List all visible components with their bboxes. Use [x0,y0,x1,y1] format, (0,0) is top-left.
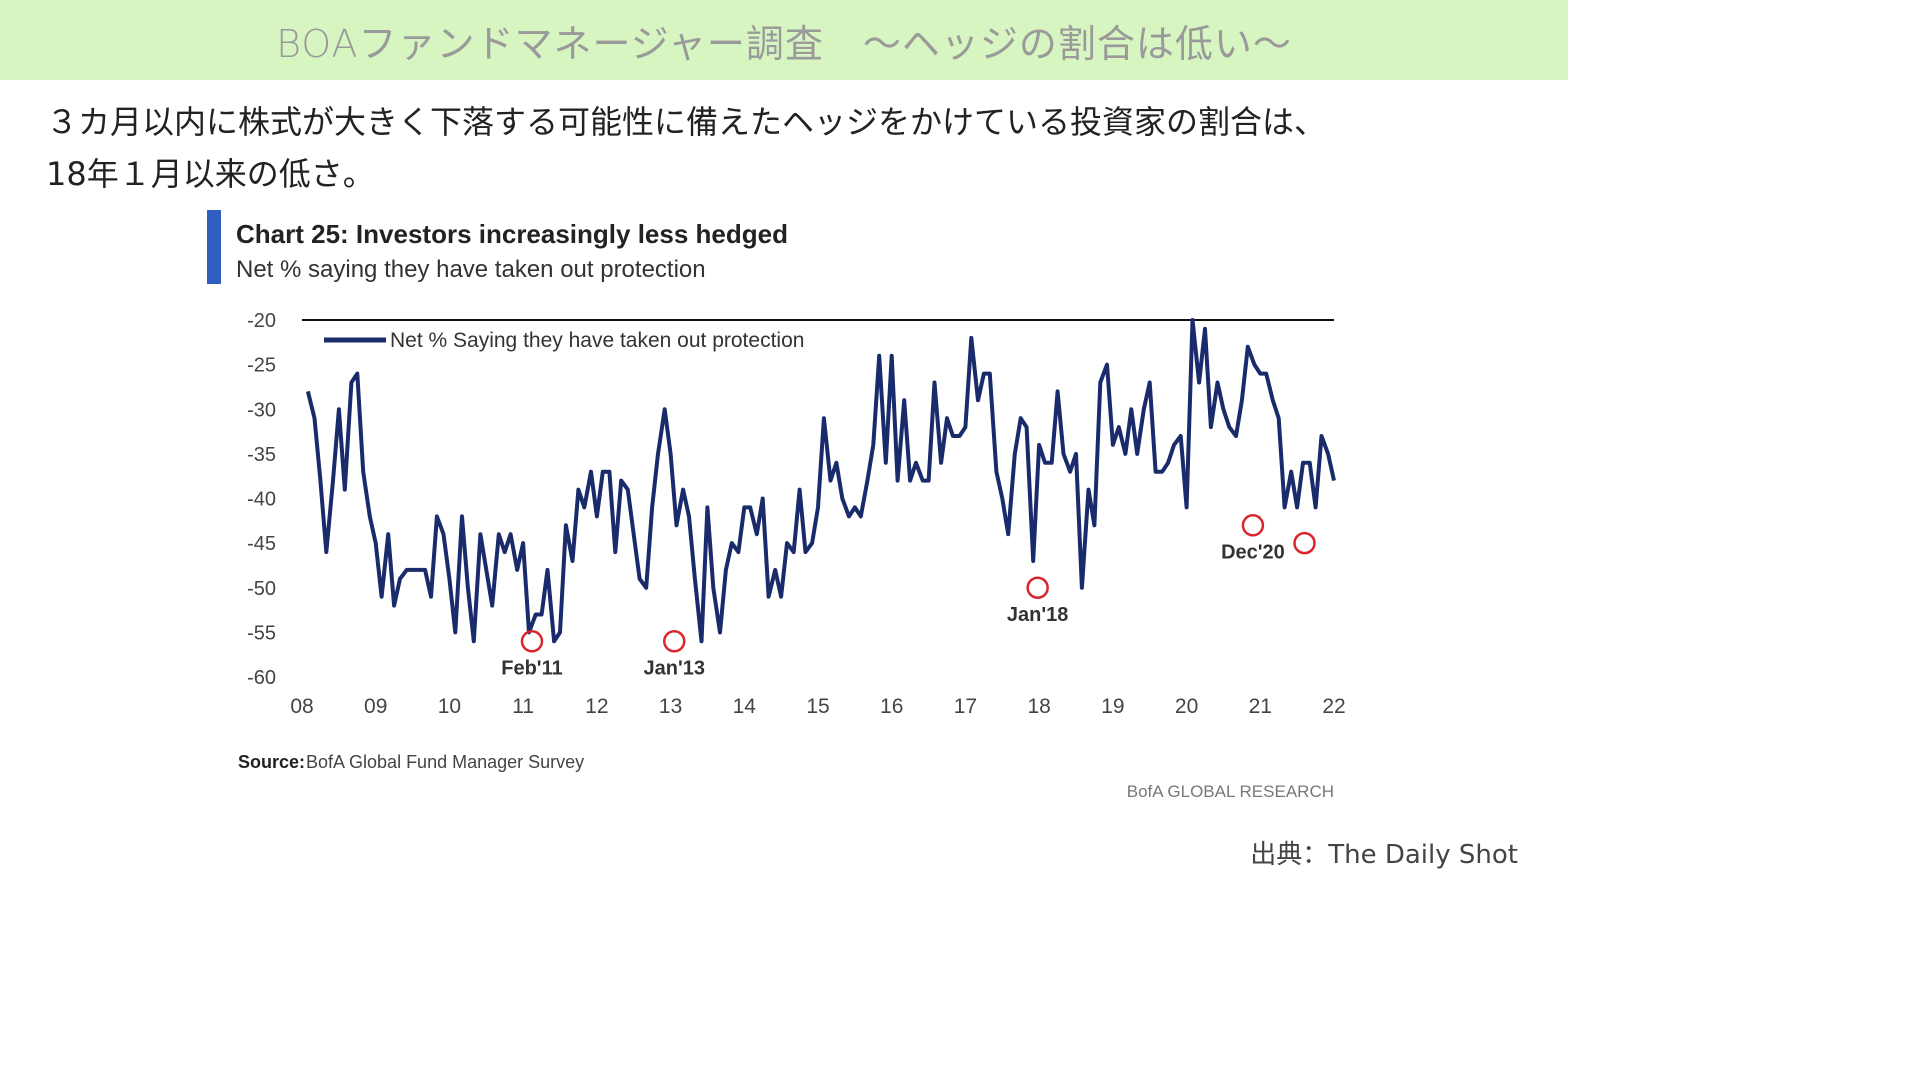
y-tick-label: -35 [247,444,276,466]
x-tick-label: 10 [438,695,461,718]
chart-title-bar [207,210,221,284]
banner-title: BOAファンドマネージャー調査 ～ヘッジの割合は低い～ [276,21,1292,66]
x-tick-label: 19 [1101,695,1124,718]
x-tick-label: 17 [954,695,977,718]
chart-title: Chart 25: Investors increasingly less he… [236,219,788,249]
chart-panel: Chart 25: Investors increasingly less he… [200,205,1360,805]
x-tick-label: 15 [806,695,829,718]
y-tick-label: -20 [247,310,276,332]
y-tick-label: -40 [247,489,276,511]
y-tick-label: -30 [247,399,276,421]
series-line [305,318,1336,644]
annotation-label: Feb'11 [501,657,562,679]
x-tick-label: 16 [880,695,903,718]
x-tick-label: 18 [1027,695,1050,718]
annotation-marker [1026,576,1049,599]
lead-line-1: ３カ月以内に株式が大きく下落する可能性に備えたヘッジをかけている投資家の割合は、 [46,103,1327,141]
x-tick-label: 11 [512,695,534,718]
x-tick-label: 20 [1175,695,1198,718]
chart-legend: Net % Saying they have taken out protect… [324,329,804,352]
header-banner: BOAファンドマネージャー調査 ～ヘッジの割合は低い～ [0,0,1568,80]
annotation-marker [520,630,544,653]
x-tick-label: 14 [733,695,757,718]
lead-text: ３カ月以内に株式が大きく下落する可能性に備えたヘッジをかけている投資家の割合は、… [46,96,1526,200]
annotation-marker [1241,514,1265,537]
annotation-label: Jan'18 [1007,604,1068,626]
lead-line-2: 18年１月以来の低さ。 [46,155,375,193]
x-tick-label: 21 [1249,695,1272,718]
annotation-marker [1293,531,1316,555]
x-tick-label: 08 [290,695,313,718]
y-tick-label: -55 [247,622,276,644]
annotation-marker [663,630,686,653]
x-tick-label: 09 [364,695,387,718]
x-tick-label: 22 [1322,695,1345,718]
x-tick-label: 12 [585,695,608,718]
annotation-label: Dec'20 [1221,541,1285,563]
y-tick-label: -25 [247,355,276,377]
chart-source-text: BofA Global Fund Manager Survey [306,752,584,772]
chart-subtitle: Net % saying they have taken out protect… [236,256,706,283]
annotation-label: Jan'13 [644,657,705,679]
chart-svg: Chart 25: Investors increasingly less he… [207,210,1346,801]
y-tick-label: -50 [247,578,276,600]
chart-source-label: Source: [238,752,305,772]
legend-label: Net % Saying they have taken out protect… [390,329,804,352]
source-credit: 出典：The Daily Shot [1250,840,1518,870]
chart-brand: BofA GLOBAL RESEARCH [1127,782,1334,801]
x-tick-label: 13 [659,695,682,718]
y-tick-label: -60 [247,667,276,689]
y-tick-label: -45 [247,533,276,555]
